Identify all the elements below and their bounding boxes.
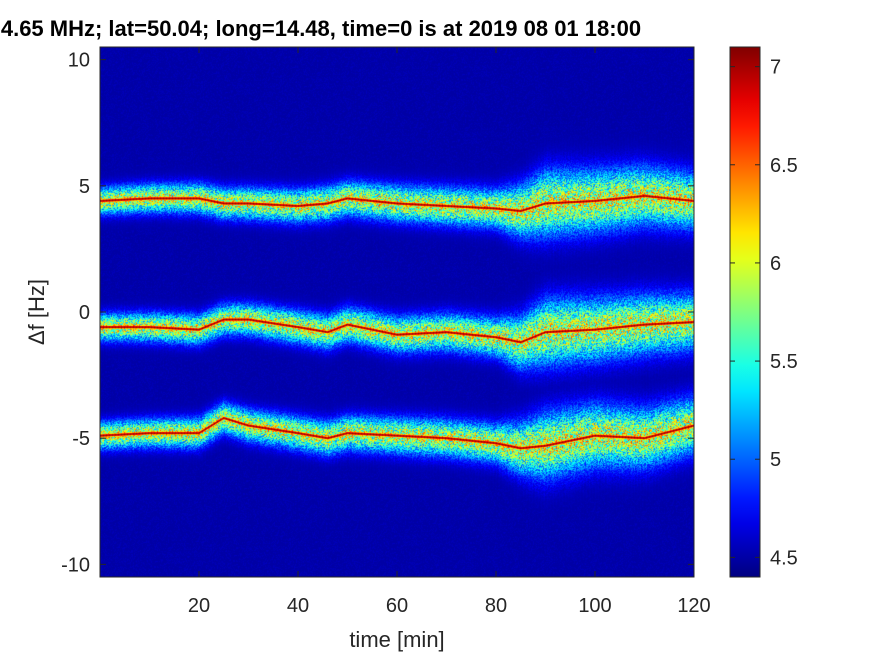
x-axis-ticks: 20 40 60 80 100 120 xyxy=(188,47,711,617)
colorbar-tick-label: 6 xyxy=(770,253,781,275)
chart-title: =4.65 MHz; lat=50.04; long=14.48, time=0… xyxy=(0,16,642,41)
x-tick-label: 20 xyxy=(188,595,210,617)
x-axis-label: time [min] xyxy=(349,627,444,652)
y-axis-ticks: -10 -5 0 5 10 xyxy=(61,50,694,576)
y-tick-label: 10 xyxy=(68,50,90,72)
colorbar-tick-label: 7 xyxy=(770,57,781,79)
x-tick-label: 80 xyxy=(485,595,507,617)
x-tick-label: 120 xyxy=(677,595,710,617)
spectrogram-heatmap xyxy=(100,47,694,577)
colorbar-tick-label: 5 xyxy=(770,449,781,471)
x-tick-label: 100 xyxy=(578,595,611,617)
x-tick-label: 60 xyxy=(386,595,408,617)
colorbar-tick-label: 4.5 xyxy=(770,547,798,569)
y-tick-label: 0 xyxy=(79,302,90,324)
colorbar-gradient xyxy=(729,46,761,578)
y-tick-label: -5 xyxy=(72,428,90,450)
y-tick-label: -10 xyxy=(61,554,90,576)
colorbar-tick-label: 6.5 xyxy=(770,155,798,177)
colorbar-tick-label: 5.5 xyxy=(770,351,798,373)
y-tick-label: 5 xyxy=(79,176,90,198)
colorbar-ticks: 4.5 5 5.5 6 6.5 7 xyxy=(730,57,798,569)
colorbar xyxy=(729,46,761,578)
y-axis-label: Δf [Hz] xyxy=(24,279,49,345)
x-tick-label: 40 xyxy=(287,595,309,617)
plot-area xyxy=(100,47,694,577)
